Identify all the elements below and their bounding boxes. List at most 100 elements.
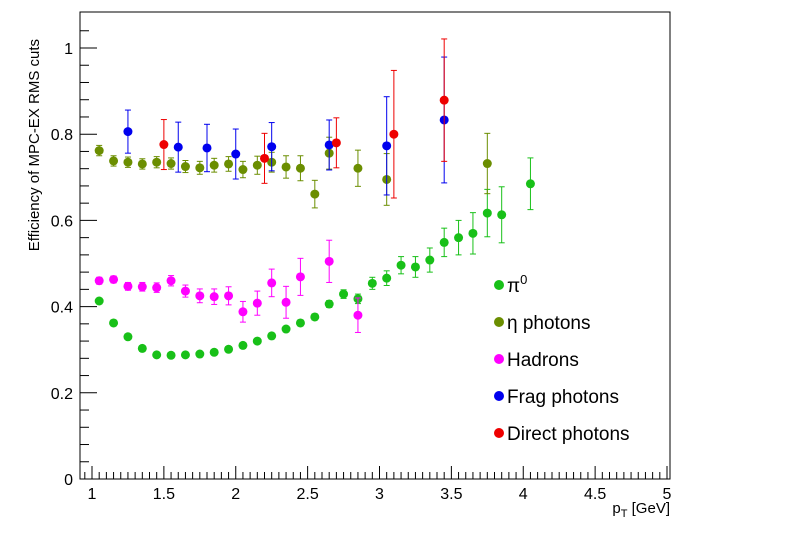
data-point bbox=[109, 156, 119, 166]
data-point bbox=[94, 146, 104, 156]
y-tick-label: 0.8 bbox=[51, 127, 73, 144]
y-tick-label: 0.4 bbox=[51, 300, 73, 317]
data-point bbox=[439, 237, 449, 247]
x-tick-label: 2.5 bbox=[297, 486, 319, 503]
data-point bbox=[166, 350, 176, 360]
data-point bbox=[482, 208, 492, 218]
data-point bbox=[260, 153, 269, 163]
x-tick-label: 4.5 bbox=[584, 486, 606, 503]
data-point bbox=[281, 324, 291, 334]
data-point bbox=[209, 292, 219, 302]
data-point bbox=[425, 255, 435, 265]
data-point bbox=[180, 286, 190, 296]
x-axis-title-unit: [GeV] bbox=[627, 500, 670, 517]
data-point bbox=[180, 350, 190, 360]
data-point bbox=[195, 291, 205, 301]
data-point bbox=[123, 157, 133, 167]
data-point bbox=[123, 127, 133, 137]
y-tick-label: 0 bbox=[64, 472, 73, 489]
x-tick-label: 2 bbox=[231, 486, 240, 503]
data-point bbox=[209, 347, 219, 357]
data-point bbox=[123, 332, 133, 342]
data-point bbox=[109, 318, 119, 328]
data-point bbox=[252, 160, 262, 170]
data-point bbox=[324, 256, 334, 266]
data-point bbox=[310, 189, 320, 199]
data-point bbox=[410, 262, 420, 272]
data-point bbox=[367, 278, 377, 288]
legend-label-text: η photons bbox=[507, 313, 590, 334]
legend-label-text: Frag photons bbox=[507, 387, 619, 408]
x-tick-label: 5 bbox=[663, 486, 672, 503]
data-point bbox=[202, 143, 212, 153]
x-axis-ticks: 1 1.5 2 2.5 3 3.5 4 4.5 5 bbox=[84, 466, 672, 503]
data-point bbox=[224, 344, 234, 354]
legend-label-text: Direct photons bbox=[507, 424, 630, 445]
x-axis-title-subscript: T bbox=[621, 508, 628, 520]
data-point bbox=[152, 283, 162, 293]
data-point bbox=[267, 142, 277, 152]
legend-label: π0 bbox=[507, 272, 527, 297]
data-point bbox=[295, 272, 305, 282]
data-point bbox=[295, 163, 305, 173]
data-point bbox=[439, 95, 449, 105]
y-axis-ticks: 0 0.2 0.4 0.6 0.8 1 bbox=[51, 30, 97, 489]
data-point bbox=[281, 162, 291, 172]
data-point bbox=[238, 307, 248, 317]
plot-frame bbox=[79, 11, 671, 480]
data-point bbox=[252, 336, 262, 346]
data-point bbox=[94, 296, 104, 306]
data-point bbox=[166, 159, 176, 169]
data-point bbox=[482, 159, 492, 169]
data-point bbox=[389, 129, 399, 139]
legend-label-text: Hadrons bbox=[507, 350, 579, 371]
data-point bbox=[180, 162, 190, 172]
data-point bbox=[497, 210, 507, 220]
data-point bbox=[123, 281, 133, 291]
legend-marker bbox=[494, 428, 504, 438]
data-point bbox=[152, 350, 162, 360]
data-point bbox=[159, 140, 169, 150]
x-tick-label: 1.5 bbox=[153, 486, 175, 503]
legend-marker bbox=[494, 354, 504, 364]
x-axis-title: pT [GeV] bbox=[612, 500, 670, 520]
data-point bbox=[231, 149, 241, 159]
data-point bbox=[137, 343, 147, 353]
data-point bbox=[252, 298, 262, 308]
data-point bbox=[324, 140, 334, 150]
data-point bbox=[238, 165, 248, 175]
x-tick-label: 3 bbox=[375, 486, 384, 503]
data-point bbox=[382, 273, 392, 283]
legend-marker bbox=[494, 280, 504, 290]
legend-marker bbox=[494, 317, 504, 327]
y-tick-label: 0.2 bbox=[51, 386, 73, 403]
data-point bbox=[173, 142, 183, 152]
data-point bbox=[94, 276, 104, 286]
data-point bbox=[195, 349, 205, 359]
data-point bbox=[109, 274, 119, 284]
series-hadrons bbox=[94, 239, 363, 333]
data-point bbox=[324, 299, 334, 309]
data-point bbox=[382, 141, 392, 151]
legend-label: Frag photons bbox=[507, 387, 619, 408]
legend-label-superscript: 0 bbox=[520, 272, 527, 287]
data-point bbox=[396, 260, 406, 270]
data-point bbox=[152, 157, 162, 167]
x-tick-label: 3.5 bbox=[440, 486, 462, 503]
data-point bbox=[281, 297, 291, 307]
data-point bbox=[209, 160, 219, 170]
data-point bbox=[137, 159, 147, 169]
y-axis-title: Efficiency of MPC-EX RMS cuts bbox=[26, 39, 43, 251]
plot-border bbox=[79, 11, 671, 480]
data-point bbox=[267, 331, 277, 341]
data-point bbox=[224, 159, 234, 169]
y-tick-label: 1 bbox=[64, 41, 73, 58]
legend-label: η photons bbox=[507, 313, 590, 334]
y-tick-label: 0.6 bbox=[51, 213, 73, 230]
x-tick-label: 1 bbox=[88, 486, 97, 503]
data-point bbox=[195, 163, 205, 173]
data-point bbox=[310, 312, 320, 322]
data-point bbox=[295, 318, 305, 328]
